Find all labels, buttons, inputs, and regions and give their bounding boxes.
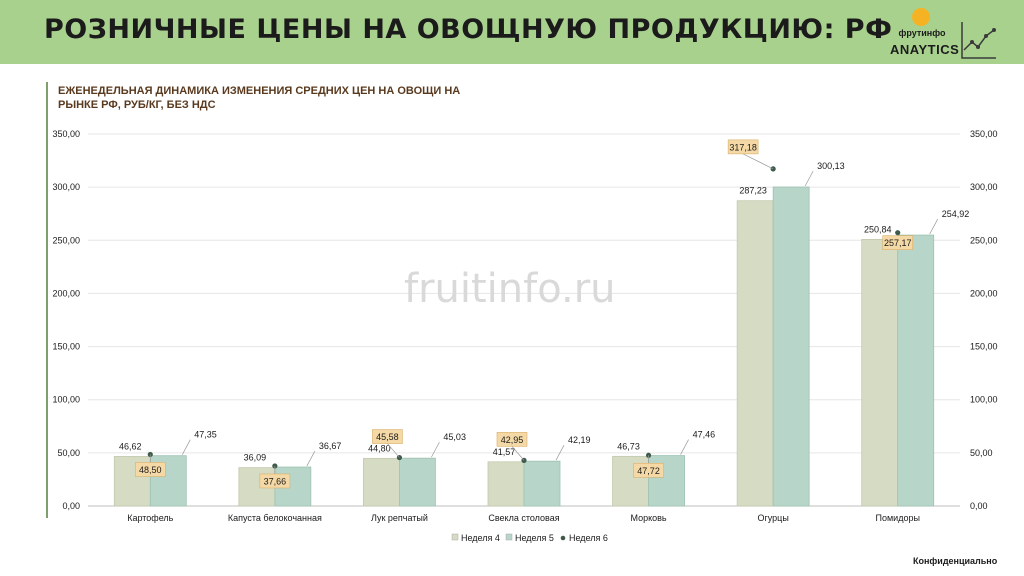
bar-week5 [897, 234, 935, 507]
header-bar: РОЗНИЧНЫЕ ЦЕНЫ НА ОВОЩНУЮ ПРОДУКЦИЮ: РФ … [0, 0, 1024, 64]
data-label-week6: 47,72 [637, 466, 660, 476]
x-tick-label: Огурцы [757, 513, 788, 523]
leader-line [929, 218, 939, 235]
data-label-week6: 257,17 [884, 238, 912, 248]
chart-growth-icon [961, 22, 996, 59]
bar-week5 [772, 186, 810, 507]
data-label-week5: 300,13 [817, 161, 845, 171]
data-label-week4: 41,57 [493, 447, 516, 457]
point-week6 [770, 166, 776, 172]
y-tick-label-right: 250,00 [970, 235, 998, 245]
leader-line [306, 450, 316, 467]
logo-word: ANAYTICS [890, 42, 960, 57]
data-label-week5: 42,19 [568, 435, 591, 445]
legend-marker [505, 533, 513, 541]
bar-week4 [363, 457, 400, 507]
subtitle-accent-bar [46, 82, 48, 518]
bar-week4 [861, 238, 899, 507]
x-tick-label: Свекла столовая [488, 513, 559, 523]
data-label-week5: 47,35 [194, 430, 217, 440]
bar-week4 [487, 461, 525, 507]
data-label-week4: 250,84 [864, 224, 892, 234]
bar-week5 [399, 457, 436, 507]
bar-week4 [736, 200, 774, 507]
x-tick-label: Морковь [631, 513, 667, 523]
leader-line [511, 446, 525, 461]
data-label-week4: 46,73 [617, 441, 640, 451]
leader-line [555, 444, 565, 461]
data-label-week6: 42,95 [501, 435, 524, 445]
data-label-week4: 287,23 [739, 186, 767, 196]
y-tick-label-left: 0,00 [62, 501, 80, 511]
leader-line [680, 439, 689, 455]
confidential-label: Конфиденциально [913, 556, 998, 566]
leader-line [804, 170, 814, 187]
legend-marker [451, 533, 459, 541]
data-label-week4: 36,09 [244, 453, 267, 463]
x-tick-label: Картофель [127, 513, 173, 523]
legend-label: Неделя 4 [461, 533, 500, 543]
y-tick-label-left: 100,00 [52, 395, 80, 405]
data-label-week5: 47,46 [693, 430, 716, 440]
data-label-box-week6 [633, 462, 664, 478]
leader-line [742, 153, 774, 170]
data-label-box-week6 [259, 473, 291, 489]
data-label-week5: 36,67 [319, 441, 342, 451]
logo-orange-icon [912, 8, 930, 26]
y-tick-label-left: 200,00 [52, 288, 80, 298]
y-tick-label-right: 50,00 [970, 448, 993, 458]
data-label-week6: 37,66 [264, 476, 287, 486]
leader-line [387, 443, 400, 458]
chart-subtitle: ЕЖЕНЕДЕЛЬНАЯ ДИНАМИКА ИЗМЕНЕНИЯ СРЕДНИХ … [58, 85, 461, 111]
watermark: fruitinfo.ru [404, 266, 616, 312]
y-tick-label-right: 350,00 [970, 129, 998, 139]
legend-label: Неделя 6 [569, 533, 608, 543]
leader-line [181, 439, 191, 455]
logo: фрутинфо ANAYTICS [890, 6, 1016, 60]
legend-marker [560, 535, 566, 541]
data-label-week4: 44,80 [368, 443, 391, 453]
x-tick-label: Лук репчатый [371, 513, 428, 523]
bar-week5 [523, 460, 561, 507]
point-week6 [895, 230, 901, 236]
data-label-box-week6 [134, 462, 166, 477]
data-label-week6: 317,18 [729, 142, 757, 152]
leader-line [431, 441, 440, 458]
y-tick-label-left: 250,00 [52, 235, 80, 245]
y-tick-label-right: 300,00 [970, 182, 998, 192]
y-tick-label-left: 150,00 [52, 342, 80, 352]
data-label-week5: 45,03 [443, 432, 466, 442]
data-label-box-week6 [372, 429, 403, 444]
logo-brand-text: фрутинфо [898, 28, 946, 38]
data-label-week6: 48,50 [139, 465, 162, 475]
data-label-week4: 46,62 [119, 441, 142, 451]
x-tick-label: Капуста белокочанная [228, 513, 322, 523]
y-tick-label-right: 0,00 [970, 501, 988, 511]
data-label-box-week6 [727, 139, 759, 155]
data-label-box-week6 [882, 235, 914, 250]
data-label-week6: 45,58 [376, 432, 399, 442]
page-title: РОЗНИЧНЫЕ ЦЕНЫ НА ОВОЩНУЮ ПРОДУКЦИЮ: РФ [44, 14, 893, 45]
y-tick-label-left: 350,00 [52, 129, 80, 139]
data-label-week5: 254,92 [942, 209, 970, 219]
legend-label: Неделя 5 [515, 533, 554, 543]
y-tick-label-right: 150,00 [970, 342, 998, 352]
y-tick-label-right: 100,00 [970, 395, 998, 405]
y-tick-label-left: 50,00 [57, 448, 80, 458]
x-tick-label: Помидоры [876, 513, 920, 523]
y-tick-label-right: 200,00 [970, 288, 998, 298]
y-tick-label-left: 300,00 [52, 182, 80, 192]
data-label-box-week6 [496, 432, 528, 447]
